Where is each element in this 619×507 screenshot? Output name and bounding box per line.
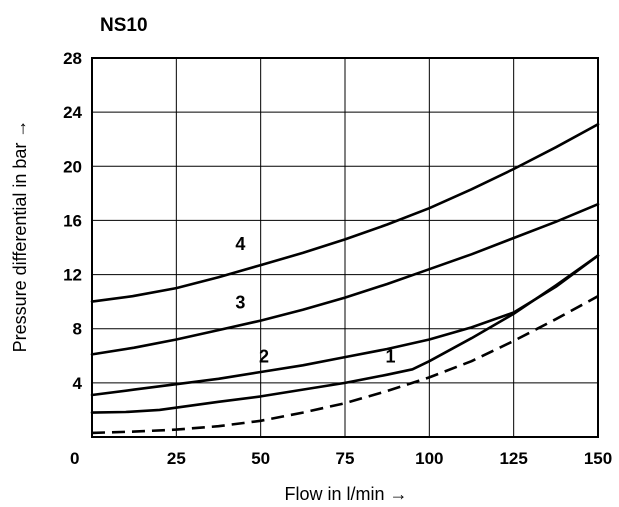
x-tick-label: 50 (251, 449, 270, 468)
y-tick-labels: 4 8 12 16 20 24 28 (63, 49, 82, 393)
y-tick-label: 20 (63, 157, 82, 176)
grid (91, 57, 599, 438)
curve-label-4: 4 (235, 234, 245, 254)
y-axis-label: Pressure differential in bar → (10, 120, 30, 353)
curve-3 (90, 202, 600, 356)
x-tick-label: 100 (415, 449, 443, 468)
curve-labels: 4 3 2 1 (235, 234, 395, 366)
x-tick-labels: 0 25 50 75 100 125 150 (70, 449, 612, 468)
x-tick-label: 25 (167, 449, 186, 468)
x-tick-label: 75 (336, 449, 355, 468)
chart-title: NS10 (100, 15, 148, 36)
curve-label-1: 1 (386, 347, 396, 367)
plot-frame (91, 57, 599, 438)
y-tick-label: 4 (73, 374, 83, 393)
curve-label-2: 2 (259, 347, 269, 367)
x-axis-label: Flow in l/min → (284, 484, 407, 504)
x-tick-label: 125 (499, 449, 527, 468)
y-tick-label: 28 (63, 49, 82, 68)
y-tick-label: 16 (63, 211, 82, 230)
x-tick-label: 150 (584, 449, 612, 468)
curve-label-3: 3 (235, 292, 245, 312)
curves (90, 123, 600, 435)
curve-4 (90, 123, 600, 303)
x-tick-label: 0 (70, 449, 79, 468)
y-tick-label: 24 (63, 103, 82, 122)
curve-dashed (91, 295, 599, 435)
y-tick-label: 12 (63, 266, 82, 285)
y-tick-label: 8 (73, 320, 82, 339)
curve-1 (90, 254, 600, 414)
